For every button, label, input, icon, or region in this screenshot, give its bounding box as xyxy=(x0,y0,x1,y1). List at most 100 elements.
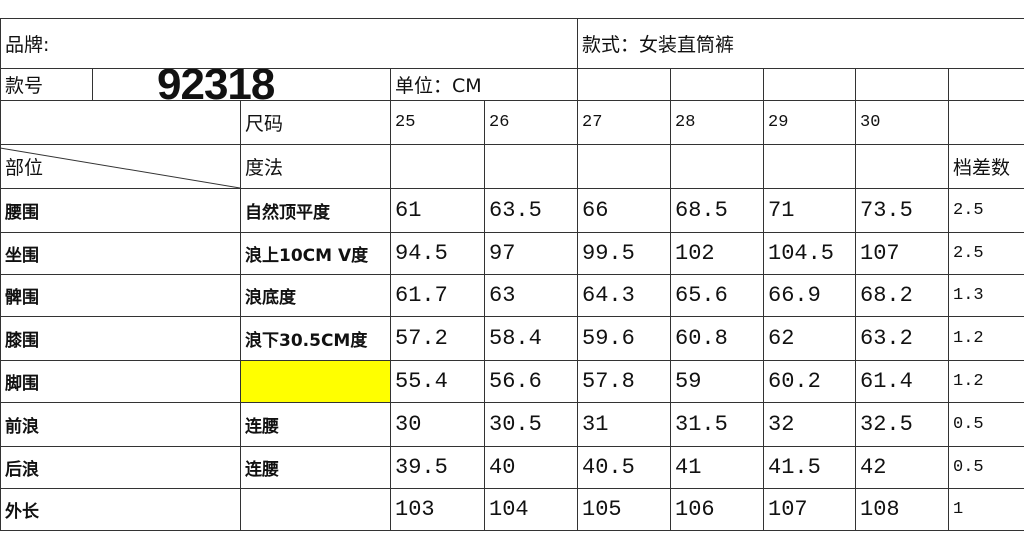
part: 脚围 xyxy=(0,360,241,403)
empty-cell xyxy=(670,144,764,189)
empty-cell xyxy=(855,68,949,101)
part: 腰围 xyxy=(0,188,241,233)
grade: 1 xyxy=(948,488,1024,531)
grade-label: 档差数 xyxy=(948,144,1024,189)
size: 30 xyxy=(855,100,949,145)
measurement: 40.5 xyxy=(577,446,671,489)
empty-cell xyxy=(763,144,856,189)
measurement: 39.5 xyxy=(390,446,485,489)
measurement: 71 xyxy=(763,188,856,233)
style-no: 92318 xyxy=(92,68,391,101)
measurement: 41.5 xyxy=(763,446,856,489)
measurement: 73.5 xyxy=(855,188,949,233)
part: 坐围 xyxy=(0,232,241,275)
empty-cell xyxy=(763,68,856,101)
style: 款式：女装直筒裤 xyxy=(577,18,1024,69)
unit: 单位：CM xyxy=(390,68,578,101)
empty-cell xyxy=(390,144,485,189)
measurement: 63.5 xyxy=(484,188,578,233)
measurement: 59.6 xyxy=(577,316,671,361)
part: 外长 xyxy=(0,488,241,531)
measurement: 103 xyxy=(390,488,485,531)
measurement: 63.2 xyxy=(855,316,949,361)
measurement: 58.4 xyxy=(484,316,578,361)
measurement: 104.5 xyxy=(763,232,856,275)
measurement: 94.5 xyxy=(390,232,485,275)
method: 自然顶平度 xyxy=(240,188,391,233)
measurement: 32 xyxy=(763,402,856,447)
measurement: 31 xyxy=(577,402,671,447)
measurement: 105 xyxy=(577,488,671,531)
part: 前浪 xyxy=(0,402,241,447)
measurement: 99.5 xyxy=(577,232,671,275)
measurement: 30 xyxy=(390,402,485,447)
measurement: 97 xyxy=(484,232,578,275)
measurement: 62 xyxy=(763,316,856,361)
measurement: 68.2 xyxy=(855,274,949,317)
measurement: 63 xyxy=(484,274,578,317)
measurement: 66.9 xyxy=(763,274,856,317)
measurement: 102 xyxy=(670,232,764,275)
method xyxy=(240,360,391,403)
grade: 0.5 xyxy=(948,402,1024,447)
method: 浪下30.5CM度 xyxy=(240,316,391,361)
size: 28 xyxy=(670,100,764,145)
measurement: 60.2 xyxy=(763,360,856,403)
method-label: 度法 xyxy=(240,144,391,189)
measurement: 66 xyxy=(577,188,671,233)
grade: 2.5 xyxy=(948,232,1024,275)
measurement: 55.4 xyxy=(390,360,485,403)
grade: 0.5 xyxy=(948,446,1024,489)
measurement: 65.6 xyxy=(670,274,764,317)
measurement: 64.3 xyxy=(577,274,671,317)
measurement: 56.6 xyxy=(484,360,578,403)
measurement: 108 xyxy=(855,488,949,531)
measurement: 61.4 xyxy=(855,360,949,403)
measurement: 41 xyxy=(670,446,764,489)
grade: 2.5 xyxy=(948,188,1024,233)
measurement: 30.5 xyxy=(484,402,578,447)
size: 27 xyxy=(577,100,671,145)
measurement: 57.2 xyxy=(390,316,485,361)
style-no-label: 款号 xyxy=(0,68,93,101)
empty-cell xyxy=(577,68,671,101)
method: 浪上10CM V度 xyxy=(240,232,391,275)
measurement: 107 xyxy=(855,232,949,275)
part: 髀围 xyxy=(0,274,241,317)
measurement: 59 xyxy=(670,360,764,403)
grade: 1.3 xyxy=(948,274,1024,317)
size: 26 xyxy=(484,100,578,145)
empty-cell xyxy=(948,100,1024,145)
measurement: 40 xyxy=(484,446,578,489)
empty-cell xyxy=(577,144,671,189)
size: 25 xyxy=(390,100,485,145)
measurement: 31.5 xyxy=(670,402,764,447)
method: 浪底度 xyxy=(240,274,391,317)
measurement: 42 xyxy=(855,446,949,489)
measurement: 32.5 xyxy=(855,402,949,447)
grade: 1.2 xyxy=(948,316,1024,361)
measurement: 60.8 xyxy=(670,316,764,361)
part: 后浪 xyxy=(0,446,241,489)
measurement: 104 xyxy=(484,488,578,531)
size-label: 尺码 xyxy=(240,100,391,145)
empty-cell xyxy=(670,68,764,101)
brand-label: 品牌: xyxy=(0,18,578,69)
measurement: 61 xyxy=(390,188,485,233)
empty-cell xyxy=(484,144,578,189)
method: 连腰 xyxy=(240,446,391,489)
grade: 1.2 xyxy=(948,360,1024,403)
diagonal-line xyxy=(0,147,240,188)
measurement: 68.5 xyxy=(670,188,764,233)
part: 膝围 xyxy=(0,316,241,361)
empty-cell xyxy=(855,144,949,189)
empty-cell xyxy=(0,100,241,145)
method: 连腰 xyxy=(240,402,391,447)
empty-cell xyxy=(948,68,1024,101)
measurement: 106 xyxy=(670,488,764,531)
measurement: 61.7 xyxy=(390,274,485,317)
size: 29 xyxy=(763,100,856,145)
measurement: 57.8 xyxy=(577,360,671,403)
measurement: 107 xyxy=(763,488,856,531)
